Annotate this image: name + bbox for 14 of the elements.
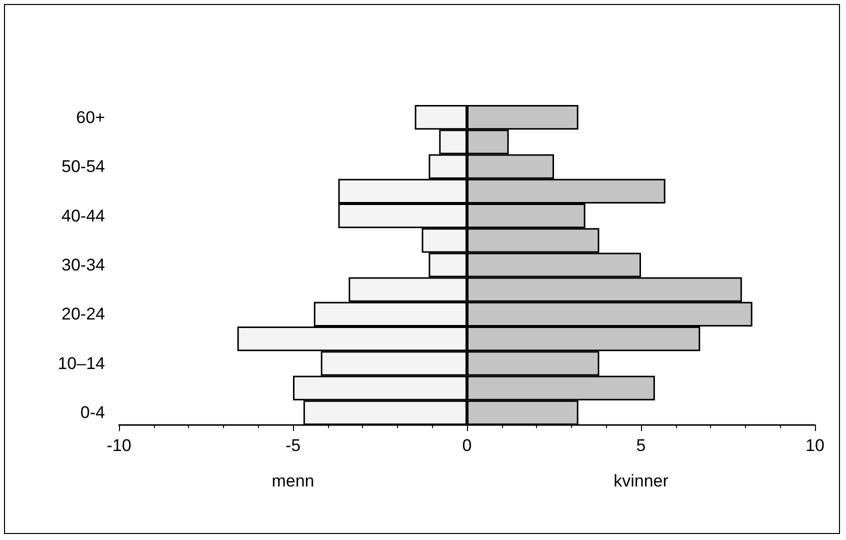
y-tick-label: 0-4: [80, 403, 105, 422]
x-tick-label: -5: [285, 436, 301, 455]
x-tick-label: -10: [106, 436, 132, 455]
y-tick-label: 30-34: [62, 256, 105, 274]
y-tick-label: 40-44: [62, 206, 105, 226]
y-tick-label: 20-24: [62, 304, 105, 324]
text: menn: [272, 472, 314, 490]
text: kvinner: [614, 472, 669, 490]
x-tick-label: 0: [462, 436, 472, 455]
x-tick-label: 10: [806, 436, 824, 455]
y-tick-label: 10–14: [58, 354, 105, 373]
y-tick-label: 60+: [76, 108, 106, 127]
y-tick-label: 50-54: [62, 157, 105, 176]
x-tick-label: 5: [636, 436, 646, 455]
